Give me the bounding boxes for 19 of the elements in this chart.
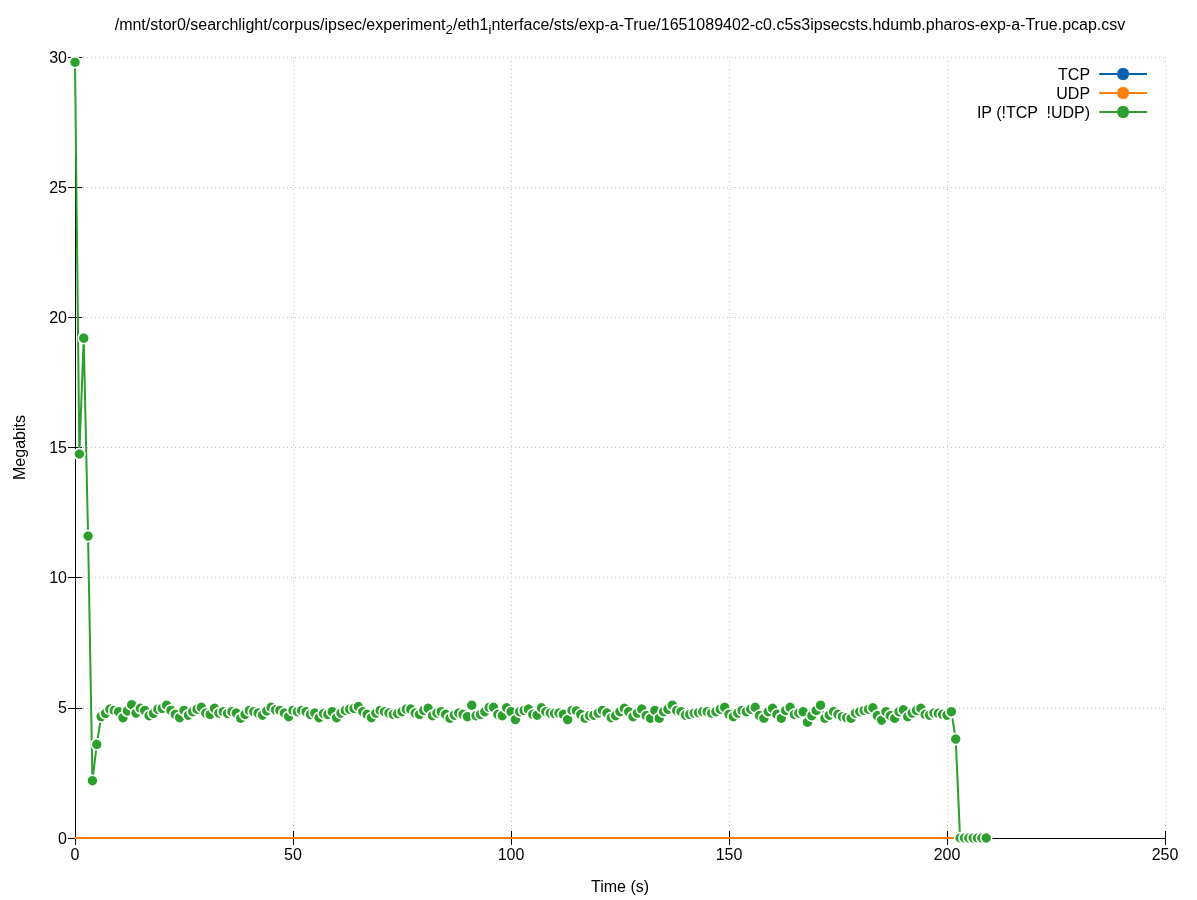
x-tick-label: 100 xyxy=(497,845,525,863)
y-tick-label: 10 xyxy=(49,569,68,587)
x-axis-title: Time (s) xyxy=(590,877,650,895)
chart-title: /mnt/stor0/searchlight/corpus/ipsec/experiment$_{2}$/eth1$_{i}$nterface/sts/exp-a-True/1651089402-c0.c5s3ipsecsts.hdumb.pharos-exp-a-True.pcap.csv xyxy=(114,15,1126,40)
legend-label: UDP xyxy=(1056,84,1091,102)
y-tick-label: 20 xyxy=(49,308,68,326)
y-tick-label: 15 xyxy=(49,439,68,456)
x-tick-label: 200 xyxy=(933,845,961,863)
y-tick-label: 5 xyxy=(58,699,68,717)
x-tick-label: 50 xyxy=(284,845,302,863)
y-tick-label: 25 xyxy=(49,178,68,196)
legend-label: IP (!TCP !UDP) xyxy=(976,103,1091,121)
x-tick-label: 250 xyxy=(1151,845,1179,863)
x-tick-label: 0 xyxy=(70,845,80,863)
y-tick-label: 0 xyxy=(58,829,68,847)
x-tick-label: 150 xyxy=(715,845,743,863)
y-tick-label: 30 xyxy=(49,48,68,66)
y-axis-title: Megabits xyxy=(10,415,28,480)
legend-label: TCP xyxy=(1058,65,1091,83)
